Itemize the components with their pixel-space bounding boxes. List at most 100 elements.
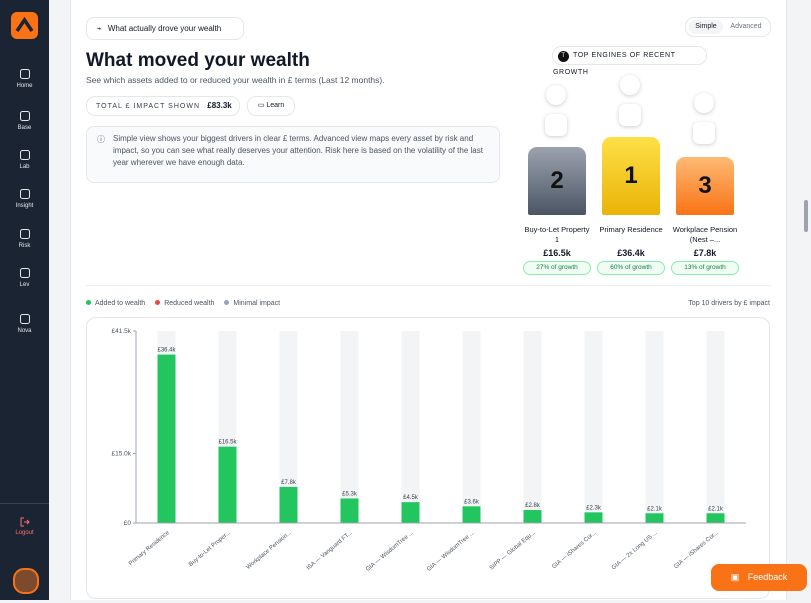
legend-dot: [155, 300, 161, 305]
podium-name: Primary Residence: [599, 225, 663, 234]
learn-label: Learn: [266, 102, 285, 109]
x-tick-label: SIPP — Global Equ...: [489, 530, 537, 572]
legend-label: Minimal impact: [233, 300, 281, 307]
y-tick-label: £0: [124, 520, 132, 527]
nav-label: Lev: [19, 282, 30, 288]
podium-rank: 1: [602, 137, 660, 215]
podium-rank: 3: [676, 157, 734, 215]
nav-label: Home: [16, 83, 33, 89]
nav-icon: [19, 150, 30, 160]
nav-icon: [19, 229, 30, 239]
view-toggle: Simple Advanced: [685, 17, 771, 37]
total-value: £83.3k: [207, 101, 232, 110]
chart-note: Top 10 drivers by £ impact: [688, 300, 770, 307]
toggle-simple[interactable]: Simple: [689, 20, 723, 34]
bar: [706, 513, 725, 523]
logo-icon: [15, 16, 34, 32]
bar: [157, 354, 176, 523]
logo[interactable]: [11, 12, 38, 39]
nav-icon: [19, 314, 30, 324]
value-label: £2.8k: [525, 503, 541, 509]
bar-track: [584, 331, 603, 523]
nav-label: Insight: [15, 203, 34, 209]
legend-item: Reduced wealth: [155, 300, 214, 307]
value-label: £4.5k: [403, 495, 419, 501]
page-title: What moved your wealth: [86, 50, 310, 71]
main-card: ⌁ What actually drove your wealth Simple …: [70, 0, 787, 600]
feedback-label: Feedback: [747, 572, 788, 582]
chart: £0 £15.0k £41.5k £36.4k Primary Residence £16…: [111, 328, 746, 573]
bar-track: [340, 331, 359, 523]
podium-name: Workplace Pension (Nest –...: [672, 225, 738, 244]
sidebar: Home Base Lab Insight Risk Lev Nova Logout: [0, 0, 49, 600]
nav-item[interactable]: Home: [0, 68, 49, 89]
value-label: £16.5k: [218, 440, 237, 446]
chart-card: £0 £15.0k £41.5k £36.4k Primary Residence £16…: [86, 317, 770, 599]
podium-title-text: TOP ENGINES OF RECENT GROWTH: [553, 52, 676, 76]
podium-share: 27% of growth: [523, 261, 591, 275]
podium-name: Buy-to-Let Property 1: [524, 225, 590, 244]
nav-label: Lab: [19, 164, 30, 170]
scrollbar[interactable]: [804, 200, 808, 232]
asset-icon: [545, 114, 567, 136]
podium-value: £16.5k: [543, 248, 571, 258]
bar: [584, 512, 603, 523]
subtitle: See which assets added to or reduced you…: [86, 75, 385, 85]
divider: [0, 503, 49, 504]
info-text: Simple view shows your biggest drivers i…: [113, 134, 483, 167]
bar: [462, 506, 481, 523]
toggle-advanced[interactable]: Advanced: [730, 23, 762, 30]
total-label: TOTAL £ IMPACT SHOWN: [96, 103, 201, 110]
legend-dot: [224, 300, 230, 305]
logout[interactable]: Logout: [0, 517, 49, 536]
medal: [694, 93, 714, 113]
nav-item[interactable]: Lev: [0, 267, 49, 288]
y-tick-label: £15.0k: [111, 451, 131, 458]
section-button[interactable]: ⌁ What actually drove your wealth: [86, 17, 244, 40]
x-tick-label: GIA — WisdomTree ...: [365, 530, 415, 573]
section-button-label: What actually drove your wealth: [107, 24, 222, 33]
bar-track: [279, 331, 298, 523]
value-label: £2.1k: [708, 506, 724, 512]
value-label: £5.3k: [342, 491, 358, 497]
nav-item[interactable]: Base: [0, 110, 49, 131]
legend-item: Minimal impact: [224, 300, 280, 307]
bar: [645, 513, 664, 523]
x-tick-label: Primary Residence: [128, 530, 171, 568]
nav-item[interactable]: Insight: [0, 188, 49, 209]
medal: [546, 85, 566, 105]
value-label: £3.6k: [464, 499, 480, 505]
legend-label: Added to wealth: [95, 300, 146, 307]
podium-title: T TOP ENGINES OF RECENT GROWTH: [552, 46, 707, 76]
bar-track: [645, 331, 664, 523]
bar-track: [523, 331, 542, 523]
nav-item[interactable]: Risk: [0, 228, 49, 249]
nav-item[interactable]: Lab: [0, 149, 49, 170]
value-label: £7.8k: [281, 480, 297, 486]
x-tick-label: ISA — Vanguard FT...: [306, 530, 354, 572]
nav-item[interactable]: Nova: [0, 313, 49, 334]
y-tick-label: £41.5k: [111, 328, 131, 335]
bar-track: [401, 331, 420, 523]
legend-label: Reduced wealth: [164, 300, 215, 307]
feedback-button[interactable]: ▣ Feedback: [711, 564, 807, 591]
info-box: ⓘ Simple view shows your biggest drivers…: [86, 126, 500, 183]
nav-label: Nova: [17, 328, 32, 334]
podium-value: £7.8k: [693, 248, 717, 258]
x-tick-label: Buy-to-Let Proper...: [188, 530, 232, 568]
asset-icon: [619, 104, 641, 126]
divider: [86, 285, 771, 286]
podium-share: 60% of growth: [597, 261, 665, 275]
podium-share: 13% of growth: [671, 261, 739, 275]
x-tick-label: GIA — iShares Cor...: [551, 530, 598, 571]
legend: Added to wealth Reduced wealth Minimal imp…: [86, 300, 290, 307]
nav-icon: [19, 69, 30, 79]
x-tick-label: Workplace Pension...: [246, 530, 293, 571]
bar: [401, 502, 420, 523]
legend-item: Added to wealth: [86, 300, 145, 307]
learn-button[interactable]: ▭ Learn: [247, 96, 295, 116]
avatar[interactable]: [13, 568, 39, 594]
total-pill: TOTAL £ IMPACT SHOWN £83.3k: [86, 96, 240, 116]
logout-label: Logout: [15, 530, 34, 536]
